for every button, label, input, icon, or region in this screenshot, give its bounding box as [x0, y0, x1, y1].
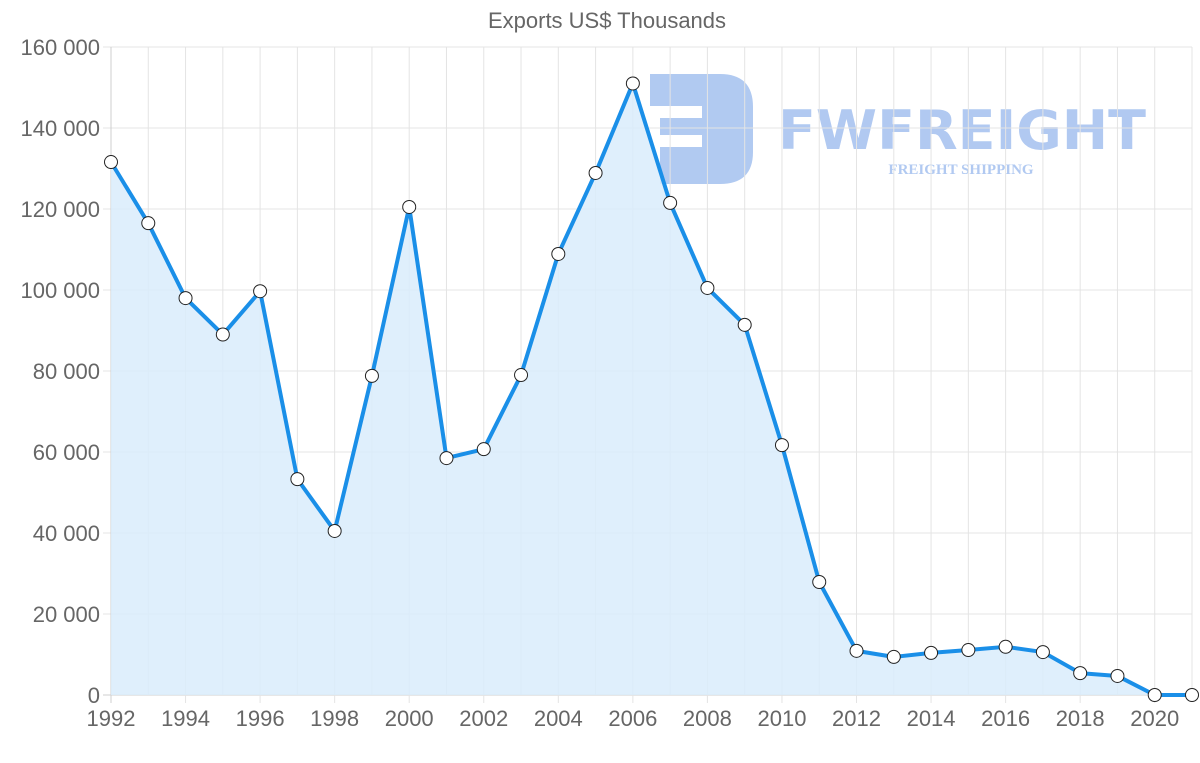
data-point-2014[interactable] — [924, 645, 939, 660]
data-point-2010[interactable] — [774, 438, 789, 453]
y-axis: 0 20 000 40 000 60 000 80 000 100 000 120 000 1… — [20, 35, 100, 708]
x-tick-label: 1994 — [161, 706, 210, 731]
x-tick-label: 2012 — [832, 706, 881, 731]
x-tick-label: 1992 — [87, 706, 136, 731]
data-point-2007[interactable] — [663, 195, 678, 210]
data-point-2019[interactable] — [1110, 668, 1125, 683]
y-tick-label: 100 000 — [20, 278, 100, 303]
x-tick-label: 2002 — [459, 706, 508, 731]
data-point-2002[interactable] — [476, 442, 491, 457]
watermark-brand-name: FWFREIGHT — [778, 99, 1146, 162]
x-tick-label: 2010 — [757, 706, 806, 731]
data-point-1998[interactable] — [327, 523, 342, 538]
data-point-1994[interactable] — [178, 291, 193, 306]
data-point-2020[interactable] — [1147, 688, 1162, 702]
data-point-2012[interactable] — [849, 643, 864, 658]
x-tick-label: 2000 — [385, 706, 434, 731]
y-tick-label: 0 — [88, 683, 100, 708]
x-axis: 1992 1994 1996 1998 2000 2002 2004 2006 2008 2010… — [87, 706, 1180, 731]
y-tick-label: 80 000 — [33, 359, 100, 384]
data-point-1993[interactable] — [141, 216, 156, 231]
fwfreight-watermark: FWFREIGHT FREIGHT SHIPPING — [650, 74, 1146, 184]
data-point-1997[interactable] — [290, 472, 305, 487]
data-point-2000[interactable] — [402, 199, 417, 214]
data-point-2008[interactable] — [700, 280, 715, 295]
x-tick-label: 2014 — [907, 706, 956, 731]
x-tick-label: 2004 — [534, 706, 583, 731]
watermark-tagline: FREIGHT SHIPPING — [888, 162, 1033, 178]
data-point-1992[interactable] — [104, 155, 118, 170]
x-tick-label: 2020 — [1130, 706, 1179, 731]
data-point-2017[interactable] — [1035, 645, 1050, 660]
x-tick-label: 2008 — [683, 706, 732, 731]
data-point-2011[interactable] — [812, 575, 827, 590]
x-tick-label: 1998 — [310, 706, 359, 731]
data-point-2004[interactable] — [551, 246, 566, 261]
data-point-2005[interactable] — [588, 165, 603, 180]
data-point-1995[interactable] — [215, 327, 230, 342]
chart-title: Exports US$ Thousands — [487, 8, 727, 33]
y-tick-label: 20 000 — [33, 602, 100, 627]
data-point-2021[interactable] — [1185, 688, 1199, 702]
data-point-2016[interactable] — [998, 639, 1013, 654]
x-tick-label: 1996 — [236, 706, 285, 731]
y-tick-label: 120 000 — [20, 197, 100, 222]
y-tick-label: 40 000 — [33, 521, 100, 546]
data-point-1996[interactable] — [253, 284, 268, 299]
data-point-2013[interactable] — [886, 649, 901, 664]
fwfreight-logo-icon — [650, 74, 753, 184]
data-point-2001[interactable] — [439, 451, 454, 466]
y-tick-label: 60 000 — [33, 440, 100, 465]
data-point-2003[interactable] — [514, 368, 529, 383]
data-point-2006[interactable] — [625, 76, 640, 91]
data-point-2018[interactable] — [1073, 666, 1088, 681]
y-tick-label: 160 000 — [20, 35, 100, 60]
y-tick-label: 140 000 — [20, 116, 100, 141]
data-point-2009[interactable] — [737, 317, 752, 332]
x-tick-label: 2018 — [1056, 706, 1105, 731]
x-tick-label: 2006 — [608, 706, 657, 731]
data-point-1999[interactable] — [364, 368, 379, 383]
data-points — [104, 76, 1199, 702]
area-fill — [111, 83, 1192, 695]
data-point-2015[interactable] — [961, 643, 976, 658]
x-tick-label: 2016 — [981, 706, 1030, 731]
